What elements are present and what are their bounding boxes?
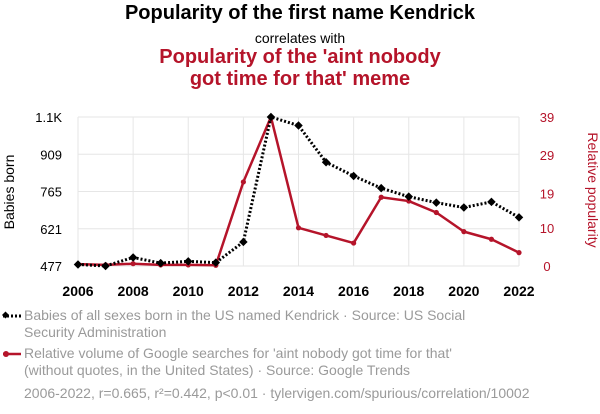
chart-area: 477 621 765 909 1.1K 0 10 19 29 39 2006 2008 2010 201… <box>1 110 600 299</box>
x-tick-label: 2018 <box>393 283 424 299</box>
data-point-kendrick <box>487 197 496 207</box>
legend-label-kendrick: Babies of all sexes born in the US named… <box>24 307 466 340</box>
data-point-meme <box>433 209 439 216</box>
y-tick-label-right: 0 <box>543 259 550 274</box>
data-point-kendrick <box>459 203 469 212</box>
data-point-meme <box>378 194 384 200</box>
data-point-kendrick <box>156 258 165 268</box>
data-point-meme <box>516 250 522 256</box>
y-tick-label-left: 621 <box>40 222 62 237</box>
x-tick-label: 2006 <box>62 283 93 299</box>
y-axis-label-left: Babies born <box>1 155 17 230</box>
data-point-meme <box>295 225 302 231</box>
data-point-meme <box>240 179 246 185</box>
data-point-meme <box>406 198 412 204</box>
chart-title: Popularity of the first name Kendrick <box>124 2 476 24</box>
legend-swatch-meme <box>2 345 22 363</box>
y-tick-label-left: 909 <box>40 147 62 162</box>
data-point-kendrick <box>266 112 276 122</box>
data-point-meme <box>323 232 329 239</box>
legend-swatch-kendrick <box>1 307 22 325</box>
chart-title-second: Popularity of the 'aint nobody got time … <box>159 46 441 90</box>
y-tick-label-right: 19 <box>540 186 554 201</box>
grid-layer <box>77 116 520 267</box>
y-tick-label-left: 1.1K <box>35 110 62 125</box>
x-tick-label: 2020 <box>448 283 479 299</box>
data-point-kendrick <box>184 257 193 266</box>
data-point-kendrick <box>73 260 83 269</box>
y-tick-label-left: 477 <box>40 259 62 274</box>
data-point-kendrick <box>239 237 248 247</box>
y-tick-label-left: 765 <box>40 185 62 200</box>
y-tick-label-right: 29 <box>540 148 554 163</box>
x-tick-label: 2016 <box>338 283 369 299</box>
footer-stats: 2006-2022, r=0.665, r²=0.442, p<0.01 · t… <box>24 385 530 401</box>
data-point-meme <box>488 236 495 242</box>
data-point-meme <box>130 261 136 267</box>
y-tick-label-right: 10 <box>540 221 554 236</box>
legend-item-meme: Relative volume of Google searches for '… <box>2 345 494 379</box>
x-tick-label: 2010 <box>173 283 204 299</box>
data-point-kendrick <box>404 192 413 201</box>
data-point-kendrick <box>432 198 441 207</box>
x-tick-label: 2022 <box>503 283 534 299</box>
series-layer <box>73 112 524 271</box>
data-point-meme <box>351 240 357 246</box>
data-point-kendrick <box>101 261 110 271</box>
legend-item-kendrick: Babies of all sexes born in the US named… <box>1 307 494 341</box>
ticks-layer: 477 621 765 909 1.1K 0 10 19 29 39 2006 2008 2010 201… <box>35 110 554 299</box>
data-point-meme <box>461 229 467 235</box>
legend-label-meme: Relative volume of Google searches for '… <box>24 345 452 378</box>
data-point-kendrick <box>294 121 303 130</box>
chart-subtitle: correlates with <box>254 30 346 46</box>
x-tick-label: 2014 <box>283 283 314 299</box>
y-axis-label-right: Relative popularity <box>585 132 600 247</box>
x-tick-label: 2012 <box>228 283 259 299</box>
series-line-kendrick <box>77 115 520 268</box>
data-point-kendrick <box>376 183 386 193</box>
x-tick-label: 2008 <box>118 283 149 299</box>
data-point-kendrick <box>321 158 331 167</box>
y-tick-label-right: 39 <box>540 110 554 125</box>
data-point-kendrick <box>211 258 221 267</box>
data-point-kendrick <box>514 213 524 222</box>
data-point-kendrick <box>128 253 138 262</box>
data-point-kendrick <box>349 171 358 181</box>
